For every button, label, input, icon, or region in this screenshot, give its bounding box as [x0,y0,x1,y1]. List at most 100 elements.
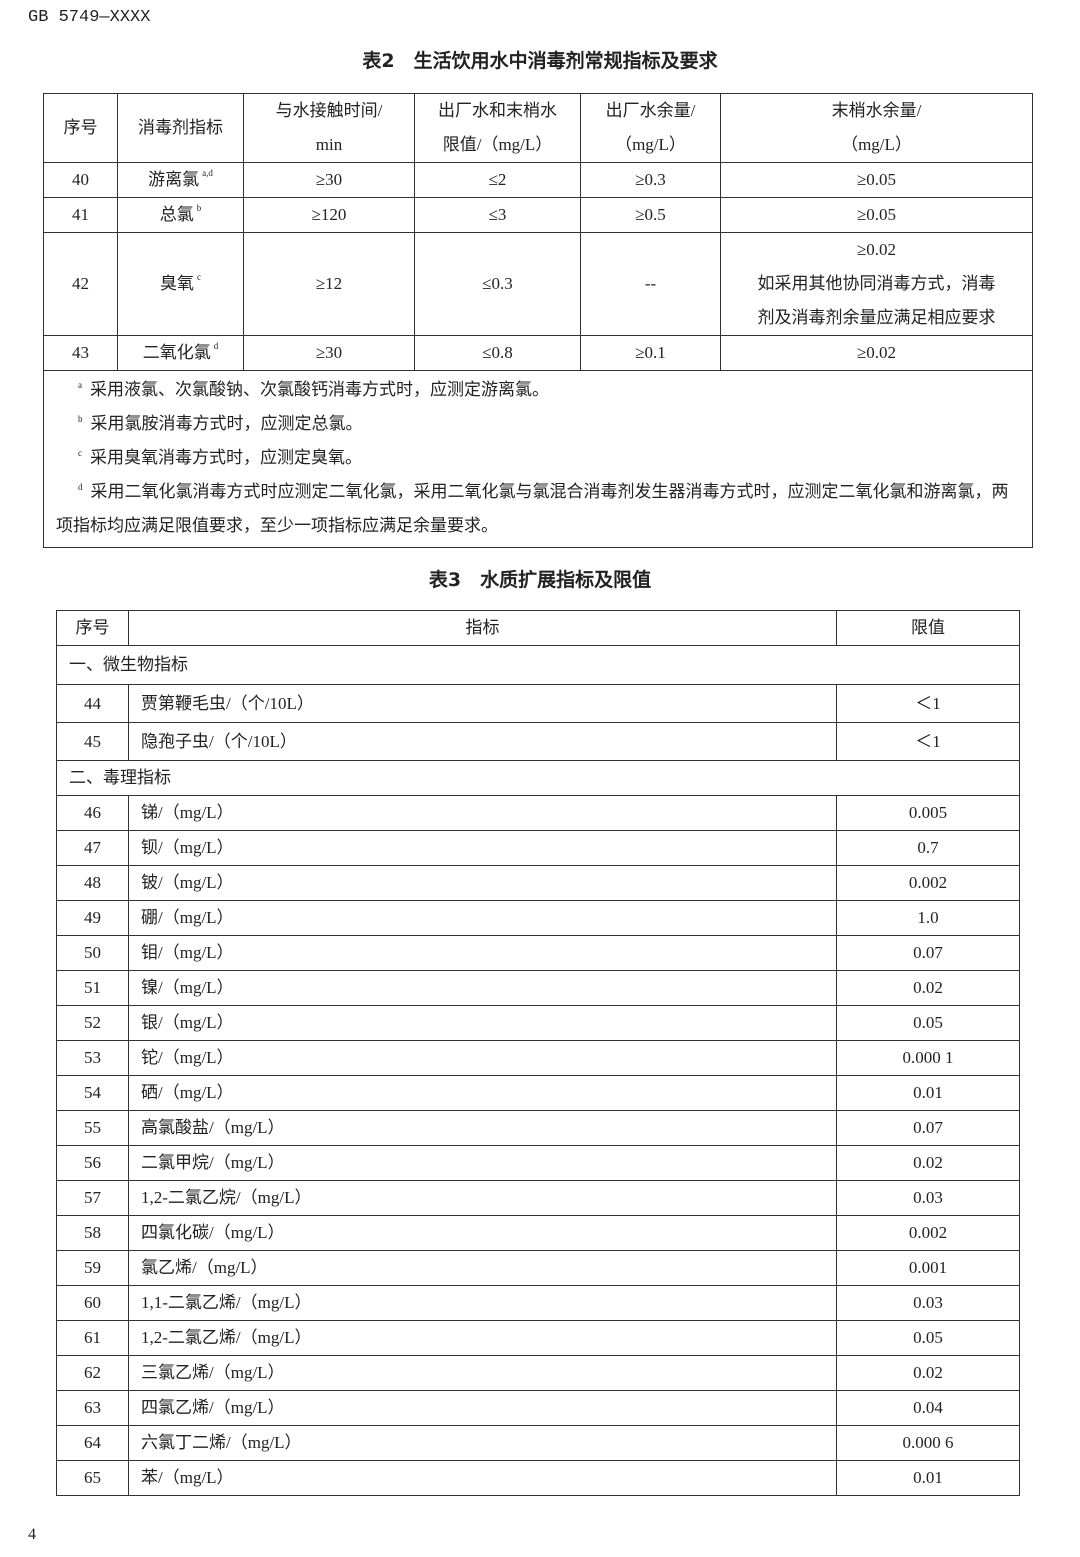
table3-cell-indicator: 1,2-二氯乙烷/（mg/L） [128,1180,837,1216]
footnote-text: 采用臭氧消毒方式时，应测定臭氧。 [90,448,362,467]
footnote: c 采用臭氧消毒方式时，应测定臭氧。 [56,441,1020,475]
table2: 序号 消毒剂指标 与水接触时间/ min 出厂水和末梢水 限值/（mg/L） 出厂水余量… [43,93,1033,548]
table3-cell-limit: 0.001 [836,1250,1020,1286]
table2-footnotes: a 采用液氯、次氯酸钠、次氯酸钙消毒方式时，应测定游离氯。 b 采用氯胺消毒方式时，应… [43,370,1033,548]
table2-cell-tap: ≥0.02 如采用其他协同消毒方式，消毒 剂及消毒剂余量应满足相应要求 [720,232,1033,336]
table3-row: 52 银/（mg/L） 0.05 [56,1005,1020,1041]
table3-cell-number: 62 [56,1355,129,1391]
table3-cell-indicator: 六氯丁二烯/（mg/L） [128,1425,837,1461]
table3-cell-number: 44 [56,684,129,723]
table3-cell-number: 50 [56,935,129,971]
table2-header-cell: 出厂水余量/ （mg/L） [580,93,721,163]
table2-cell-factory: ≥0.3 [580,162,721,198]
table3-cell-number: 53 [56,1040,129,1076]
table3-cell-indicator: 钡/（mg/L） [128,830,837,866]
table3-section-row: 一、微生物指标 [56,645,1020,685]
table2-header-cell: 序号 [43,93,118,163]
table3-cell-limit: 0.03 [836,1180,1020,1216]
table3-cell-indicator: 钼/（mg/L） [128,935,837,971]
footnote: b 采用氯胺消毒方式时，应测定总氯。 [56,407,1020,441]
table3-cell-number: 60 [56,1285,129,1321]
table3-cell-number: 55 [56,1110,129,1146]
table3-cell-indicator: 三氯乙烯/（mg/L） [128,1355,837,1391]
table3-cell-limit: 0.05 [836,1320,1020,1356]
table2-cell-no: 43 [43,335,118,371]
table3-cell-number: 54 [56,1075,129,1111]
table2-row: 43 二氧化氯 d ≥30 ≤0.8 ≥0.1 ≥0.02 [43,335,1033,371]
table3-section-row: 二、毒理指标 [56,760,1020,796]
table3-cell-number: 57 [56,1180,129,1216]
table2-cell-factory: ≥0.1 [580,335,721,371]
table2-cell-time: ≥30 [243,162,415,198]
table3-cell-limit: 1.0 [836,900,1020,936]
table2-row: 41 总氯 b ≥120 ≤3 ≥0.5 ≥0.05 [43,197,1033,233]
table2-cell-tap: ≥0.02 [720,335,1033,371]
table3-cell-indicator: 隐孢子虫/（个/10L） [128,722,837,761]
table3-row: 47 钡/（mg/L） 0.7 [56,830,1020,866]
table2-header-cell: 与水接触时间/ min [243,93,415,163]
table3-cell-limit: 0.02 [836,1355,1020,1391]
table3-cell-indicator: 贾第鞭毛虫/（个/10L） [128,684,837,723]
table3-cell-number: 52 [56,1005,129,1041]
table3-cell-number: 64 [56,1425,129,1461]
table3-cell-number: 46 [56,795,129,831]
table2-cell-tap: ≥0.05 [720,197,1033,233]
table2-cell-limit: ≤3 [414,197,581,233]
table2-header-cell: 末梢水余量/ （mg/L） [720,93,1033,163]
table3-cell-indicator: 氯乙烯/（mg/L） [128,1250,837,1286]
table2-cell-tap: ≥0.05 [720,162,1033,198]
indicator-name: 总氯 [159,205,194,224]
table3-row: 44 贾第鞭毛虫/（个/10L） ＜1 [56,684,1020,723]
table2-cell-no: 42 [43,232,118,336]
table3-row: 57 1,2-二氯乙烷/（mg/L） 0.03 [56,1180,1020,1216]
table3-row: 62 三氯乙烯/（mg/L） 0.02 [56,1355,1020,1391]
table3-cell-indicator: 铊/（mg/L） [128,1040,837,1076]
footnote-ref: d [213,341,219,351]
table3-cell-number: 65 [56,1460,129,1496]
table3-row: 53 铊/（mg/L） 0.000 1 [56,1040,1020,1076]
indicator-name: 二氧化氯 [142,343,211,362]
table3-header-row: 序号 指标 限值 [56,610,1020,646]
footnote-text: 采用液氯、次氯酸钠、次氯酸钙消毒方式时，应测定游离氯。 [90,380,549,399]
table3-cell-number: 48 [56,865,129,901]
table3-row: 49 硼/（mg/L） 1.0 [56,900,1020,936]
footnote: d 采用二氧化氯消毒方式时应测定二氧化氯，采用二氧化氯与氯混合消毒剂发生器消毒方式… [56,475,1020,543]
table3-cell-indicator: 硼/（mg/L） [128,900,837,936]
footnote-ref: b [196,203,202,213]
table3-row: 63 四氯乙烯/（mg/L） 0.04 [56,1390,1020,1426]
table3-cell-limit: 0.02 [836,970,1020,1006]
footnote: a 采用液氯、次氯酸钠、次氯酸钙消毒方式时，应测定游离氯。 [56,373,1020,407]
table3-cell-number: 59 [56,1250,129,1286]
table3-cell-limit: 0.07 [836,935,1020,971]
table2-cell-limit: ≤0.3 [414,232,581,336]
table3-cell-limit: 0.04 [836,1390,1020,1426]
table2-cell-name: 二氧化氯 d [117,335,244,371]
table2-cell-name: 臭氧 c [117,232,244,336]
table3-cell-indicator: 锑/（mg/L） [128,795,837,831]
table3-title: 表3 水质扩展指标及限值 [428,569,652,591]
table2-cell-name: 游离氯 a,d [117,162,244,198]
table2-cell-factory: ≥0.5 [580,197,721,233]
table3-cell-number: 49 [56,900,129,936]
table3-cell-number: 45 [56,722,129,761]
table3-cell-indicator: 高氯酸盐/（mg/L） [128,1110,837,1146]
table3-row: 58 四氯化碳/（mg/L） 0.002 [56,1215,1020,1251]
table3-cell-number: 58 [56,1215,129,1251]
table3-cell-number: 47 [56,830,129,866]
table2-row: 40 游离氯 a,d ≥30 ≤2 ≥0.3 ≥0.05 [43,162,1033,198]
table3-header-cell: 序号 [56,610,129,646]
table3-header-cell: 指标 [128,610,837,646]
table3-cell-indicator: 二氯甲烷/（mg/L） [128,1145,837,1181]
table3-row: 51 镍/（mg/L） 0.02 [56,970,1020,1006]
table2-cell-no: 41 [43,197,118,233]
indicator-name: 游离氯 [148,170,200,189]
table3-cell-limit: 0.002 [836,1215,1020,1251]
table3-header-cell: 限值 [836,610,1020,646]
table3-cell-limit: 0.000 1 [836,1040,1020,1076]
footnote-text: 采用二氧化氯消毒方式时应测定二氧化氯，采用二氧化氯与氯混合消毒剂发生器消毒方式时… [56,482,1009,535]
table3-cell-limit: 0.7 [836,830,1020,866]
table3-row: 61 1,2-二氯乙烯/（mg/L） 0.05 [56,1320,1020,1356]
table3-cell-number: 61 [56,1320,129,1356]
table2-cell-time: ≥12 [243,232,415,336]
